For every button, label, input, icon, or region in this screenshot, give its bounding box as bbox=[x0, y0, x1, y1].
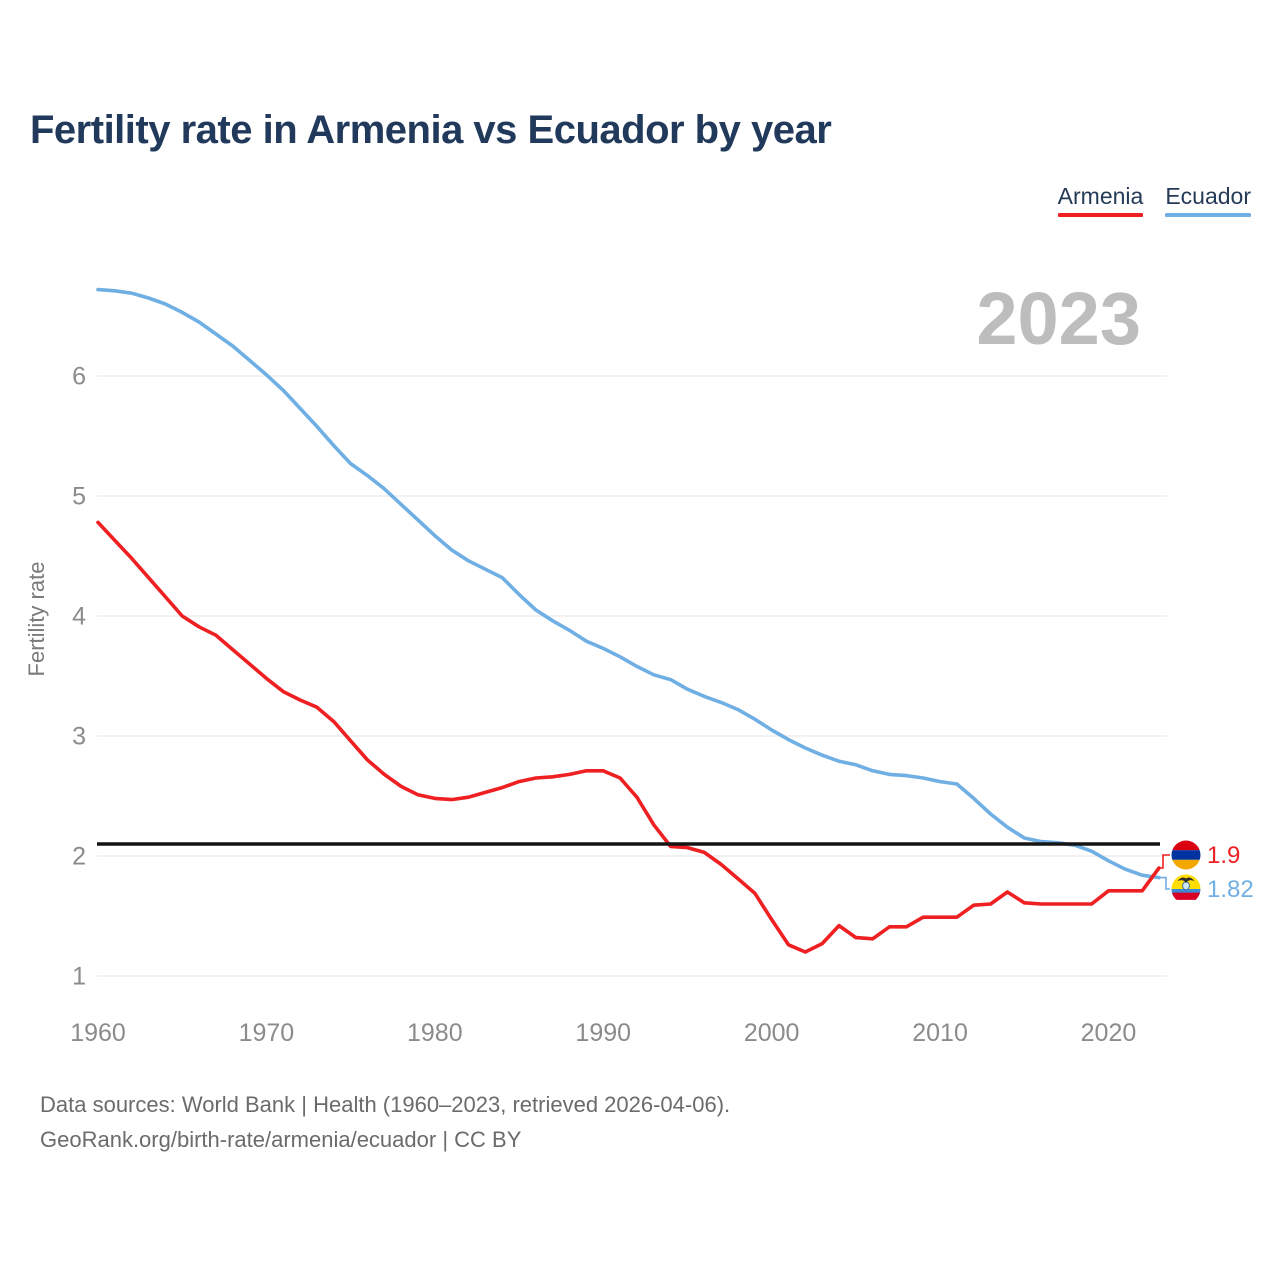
footer-sources: Data sources: World Bank | Health (1960–… bbox=[40, 1092, 731, 1117]
armenia-flag-stripe bbox=[1171, 859, 1201, 870]
legend-label-armenia: Armenia bbox=[1057, 183, 1144, 209]
armenia-flag-icon bbox=[1171, 840, 1201, 870]
footer-attribution: GeoRank.org/birth-rate/armenia/ecuador |… bbox=[40, 1127, 522, 1152]
ecuador-crest-condor bbox=[1177, 877, 1195, 883]
legend-swatch-armenia bbox=[1057, 213, 1144, 218]
legend-item-armenia[interactable]: Armenia bbox=[1057, 183, 1144, 218]
armenia-flag-stripe bbox=[1171, 840, 1201, 851]
watermark-year: 2023 bbox=[976, 277, 1141, 360]
y-axis-title: Fertility rate bbox=[24, 562, 49, 677]
y-tick-5: 5 bbox=[72, 483, 86, 511]
leader-ecuador bbox=[1159, 876, 1170, 890]
ecuador-flag-stripe bbox=[1171, 892, 1201, 900]
footer: Data sources: World Bank | Health (1960–… bbox=[40, 1087, 730, 1157]
legend-item-ecuador[interactable]: Ecuador bbox=[1165, 183, 1251, 218]
leader-armenia bbox=[1159, 854, 1170, 869]
legend-label-ecuador: Ecuador bbox=[1165, 183, 1251, 209]
y-tick-6: 6 bbox=[72, 363, 86, 391]
end-value-ecuador: 1.82 bbox=[1207, 876, 1254, 903]
armenia-flag-stripe bbox=[1171, 850, 1201, 860]
series-line-armenia[interactable] bbox=[96, 520, 1161, 954]
legend: Armenia Ecuador bbox=[1057, 183, 1251, 218]
ecuador-flag-icon bbox=[1171, 874, 1201, 900]
legend-swatch-ecuador bbox=[1165, 213, 1251, 218]
y-tick-1: 1 bbox=[72, 963, 86, 991]
x-tick-2010: 2010 bbox=[912, 1019, 968, 1047]
x-tick-1970: 1970 bbox=[239, 1019, 295, 1047]
y-tick-4: 4 bbox=[72, 603, 86, 631]
page-title: Fertility rate in Armenia vs Ecuador by … bbox=[30, 108, 832, 152]
y-tick-3: 3 bbox=[72, 723, 86, 751]
x-tick-2000: 2000 bbox=[744, 1019, 800, 1047]
series-line-ecuador[interactable] bbox=[96, 287, 1161, 880]
x-tick-1980: 1980 bbox=[407, 1019, 463, 1047]
x-tick-2020: 2020 bbox=[1081, 1019, 1137, 1047]
y-tick-2: 2 bbox=[72, 843, 86, 871]
end-value-armenia: 1.9 bbox=[1207, 842, 1240, 869]
x-tick-1960: 1960 bbox=[70, 1019, 126, 1047]
x-tick-1990: 1990 bbox=[575, 1019, 631, 1047]
